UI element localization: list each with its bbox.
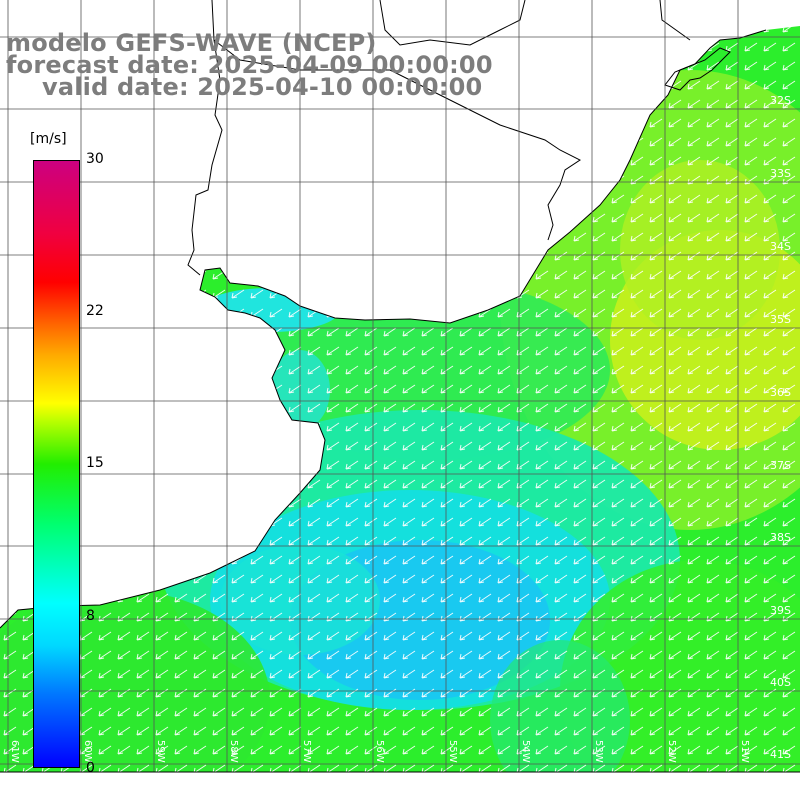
- valid-date: valid date: 2025-04-10 00:00:00: [42, 73, 483, 101]
- model-title: modelo GEFS-WAVE (NCEP): [6, 29, 377, 57]
- forecast-date: forecast date: 2025-04-09 00:00:00: [6, 51, 493, 79]
- lon-label-59w: 59W: [155, 740, 166, 763]
- lat-label-39s: 39S: [770, 604, 791, 617]
- lat-label-35s: 35S: [770, 313, 791, 326]
- colorbar-tick-0: 0: [86, 760, 95, 776]
- lon-label-54w: 54W: [520, 740, 531, 763]
- lat-label-36s: 36S: [770, 386, 791, 399]
- coastline: [0, 0, 767, 629]
- lon-label-61w: 61W: [9, 740, 20, 763]
- lat-label-32s: 32S: [770, 94, 791, 107]
- lon-label-52w: 52W: [666, 740, 677, 763]
- colorbar-units-label: [m/s]: [30, 131, 67, 147]
- colorbar-tick-30: 30: [86, 151, 104, 167]
- lat-label-41s: 41S: [770, 748, 791, 761]
- lon-label-56w: 56W: [374, 740, 385, 763]
- lat-label-33s: 33S: [770, 167, 791, 180]
- colorbar-tick-22: 22: [86, 303, 104, 319]
- lon-label-58w: 58W: [228, 740, 239, 763]
- lat-label-38s: 38S: [770, 531, 791, 544]
- lon-label-53w: 53W: [593, 740, 604, 763]
- lon-label-57w: 57W: [301, 740, 312, 763]
- colorbar-tick-8: 8: [86, 608, 95, 624]
- lat-label-34s: 34S: [770, 240, 791, 253]
- bottom-margin: [0, 772, 800, 800]
- lon-label-51w: 51W: [739, 740, 750, 763]
- lon-label-55w: 55W: [447, 740, 458, 763]
- lat-label-37s: 37S: [770, 459, 791, 472]
- colorbar-tick-15: 15: [86, 455, 104, 471]
- colorbar: [33, 160, 80, 768]
- lat-label-40s: 40S: [770, 676, 791, 689]
